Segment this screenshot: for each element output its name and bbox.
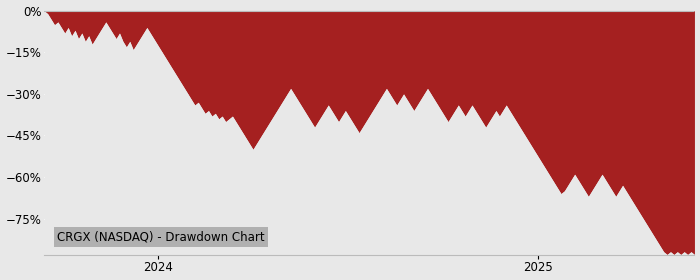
Text: CRGX (NASDAQ) - Drawdown Chart: CRGX (NASDAQ) - Drawdown Chart — [57, 230, 265, 243]
